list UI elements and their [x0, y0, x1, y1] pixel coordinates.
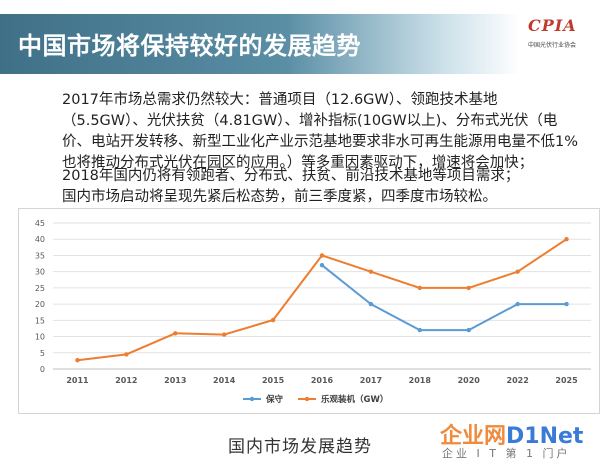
series-1-point-2012 — [124, 352, 129, 357]
watermark-sub: 企业 I T 第 1 门户 — [442, 447, 571, 460]
y-tick-label-25: 25 — [35, 284, 45, 293]
y-tick-label-45: 45 — [35, 219, 45, 228]
series-1-point-2020 — [466, 285, 471, 291]
x-tick-label-2022: 2022 — [507, 376, 529, 385]
y-tick-label-0: 0 — [40, 365, 45, 374]
series-1-point-2016 — [319, 253, 325, 258]
paragraph-2018: 2018年国内仍将有领跑者、分布式、扶贫、前沿技术基地等项目需求； 国内市场启动… — [62, 166, 582, 208]
series-0-point-2018 — [417, 327, 423, 333]
y-tick-label-40: 40 — [35, 235, 45, 244]
title-banner — [0, 14, 520, 74]
x-tick-label-2018: 2018 — [409, 376, 432, 385]
paragraph-2018-line2: 国内市场启动将呈现先紧后松态势，前三季度紧，四季度市场较松。 — [62, 189, 497, 205]
legend-label-1: 乐观装机（GW） — [321, 394, 388, 405]
x-tick-label-2016: 2016 — [311, 376, 334, 385]
x-tick-label-2025: 2025 — [555, 376, 578, 385]
series-0-point-2017 — [368, 301, 374, 307]
legend-label-0: 保守 — [265, 394, 284, 405]
y-tick-label-5: 5 — [40, 349, 45, 358]
x-tick-label-2017: 2017 — [360, 376, 382, 385]
x-tick-label-2020: 2020 — [458, 376, 481, 385]
series-0-point-2020 — [466, 327, 471, 333]
x-tick-label-2012: 2012 — [115, 376, 137, 385]
paragraph-2018-line1: 2018年国内仍将有领跑者、分布式、扶贫、前沿技术基地等项目需求； — [62, 168, 520, 184]
series-0-point-2022 — [515, 301, 520, 307]
paragraph-2017: 2017年市场总需求仍然较大：普通项目（12.6GW）、领跑技术基地（5.5GW… — [62, 92, 579, 171]
slide-title: 中国市场将保持较好的发展趋势 — [18, 32, 361, 60]
watermark-en: D1Net — [506, 424, 584, 449]
y-tick-label-20: 20 — [35, 300, 45, 309]
series-0-point-2016 — [319, 262, 325, 268]
series-1-point-2013 — [173, 331, 178, 336]
logo-mark: CPIA — [528, 16, 577, 35]
y-tick-label-10: 10 — [35, 333, 45, 342]
watermark-main: 企业网D1Net — [440, 418, 583, 450]
legend-marker-1 — [304, 396, 310, 402]
series-1-point-2018 — [417, 285, 423, 291]
y-tick-label-30: 30 — [35, 268, 45, 277]
d1net-watermark: 企业网D1Net 企业 I T 第 1 门户 — [440, 418, 600, 461]
x-tick-label-2013: 2013 — [164, 376, 186, 385]
legend-marker-0 — [249, 396, 255, 402]
series-1-point-2017 — [368, 269, 374, 274]
cpia-logo: CPIA 中国光伏行业协会 — [528, 16, 594, 60]
chart-frame: 0 5 10 15 20 25 30 35 40 45 2011 2012 2013 2014 2015 20… — [18, 208, 600, 414]
series-1-point-2014 — [221, 332, 227, 337]
series-line-0 — [321, 264, 567, 332]
series-1-point-2022 — [515, 269, 520, 274]
series-1-point-2011 — [75, 358, 80, 363]
x-tick-label-2011: 2011 — [66, 376, 89, 385]
logo-subtitle: 中国光伏行业协会 — [528, 42, 577, 49]
series-0-point-2025 — [564, 301, 569, 307]
x-tick-label-2015: 2015 — [262, 376, 285, 385]
y-tick-label-15: 15 — [35, 316, 45, 325]
x-tick-label-2014: 2014 — [213, 376, 236, 385]
watermark-cn: 企业网 — [440, 424, 507, 449]
series-1-point-2015 — [270, 317, 276, 323]
y-tick-label-35: 35 — [35, 251, 45, 260]
series-1-point-2025 — [564, 237, 569, 242]
chart-caption: 国内市场发展趋势 — [228, 437, 372, 457]
